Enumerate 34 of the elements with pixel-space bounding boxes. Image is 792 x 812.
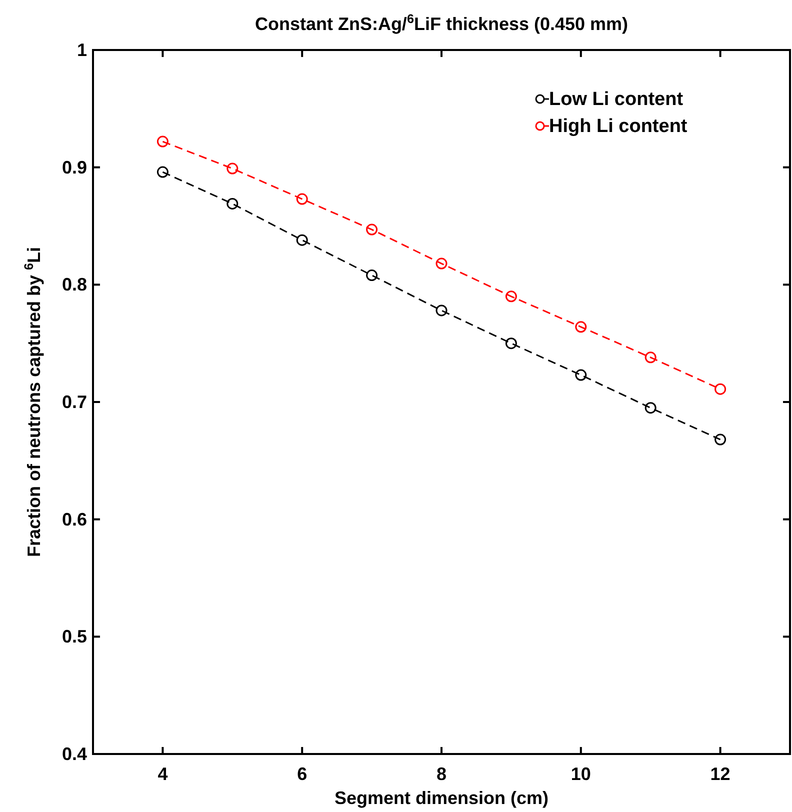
- point: [436, 304, 448, 316]
- point: [575, 321, 587, 333]
- y-tick-label: 0.9: [62, 157, 87, 178]
- point: [366, 224, 378, 236]
- point: [226, 198, 238, 210]
- point: [226, 162, 238, 174]
- x-tick-label: 4: [158, 764, 168, 784]
- chart-title: Constant ZnS:Ag/$^{6}$LiF thickness (0.450 mm): [254, 12, 628, 34]
- legend-label: High Li content: [549, 116, 688, 137]
- point: [366, 270, 378, 282]
- x-tick-label: 6: [297, 764, 308, 784]
- point: [714, 434, 726, 446]
- point: [505, 338, 517, 350]
- y-tick-label: 0.8: [62, 274, 87, 295]
- point: [436, 258, 448, 270]
- x-tick-label: 12: [710, 764, 730, 784]
- legend-label: Low Li content: [549, 89, 684, 110]
- point: [644, 352, 656, 364]
- y-tick-label: 1: [76, 40, 87, 60]
- point: [296, 193, 308, 205]
- x-tick-label: 8: [436, 764, 447, 784]
- point: [505, 290, 517, 302]
- point: [714, 383, 726, 395]
- y-tick-label: 0.4: [62, 744, 87, 764]
- point: [296, 234, 308, 246]
- point: [156, 166, 168, 178]
- point: [156, 136, 168, 148]
- point: [644, 402, 656, 414]
- y-tick-label: 0.7: [62, 392, 87, 412]
- x-tick-label: 10: [570, 764, 591, 784]
- y-tick-label: 0.5: [62, 626, 87, 647]
- point: [575, 369, 587, 381]
- y-tick-label: 0.6: [62, 509, 87, 530]
- x-axis-title: Segment dimension (cm): [334, 788, 549, 808]
